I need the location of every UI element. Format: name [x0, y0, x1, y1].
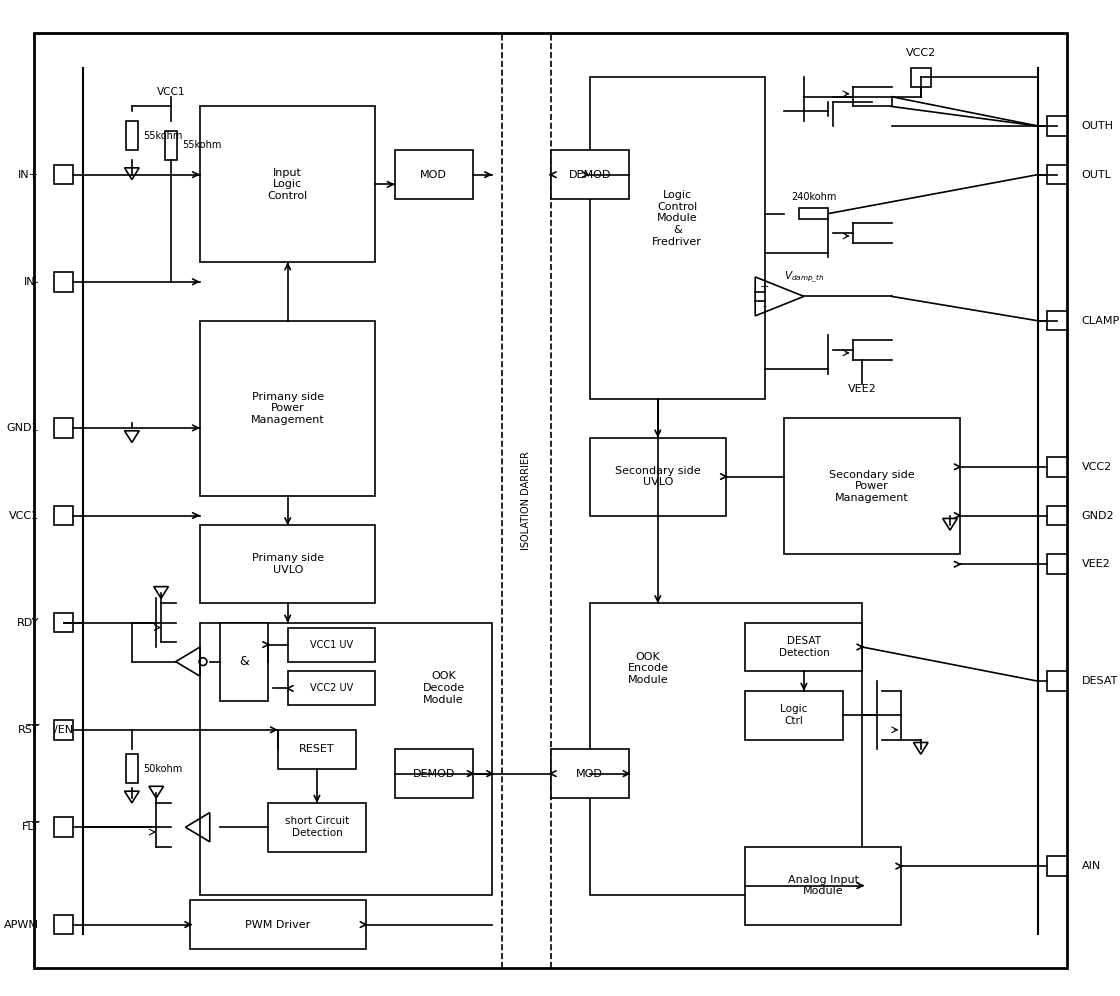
Text: VCC2 UV: VCC2 UV: [310, 683, 353, 693]
Text: Secondary side
Power
Management: Secondary side Power Management: [829, 470, 915, 503]
FancyBboxPatch shape: [54, 272, 74, 292]
Text: VEE2: VEE2: [1082, 559, 1110, 570]
FancyBboxPatch shape: [1047, 311, 1067, 331]
Text: Secondary side
UVLO: Secondary side UVLO: [615, 466, 701, 487]
FancyBboxPatch shape: [54, 613, 74, 632]
Text: MOD: MOD: [420, 169, 447, 179]
FancyBboxPatch shape: [190, 900, 365, 949]
Text: VCC1: VCC1: [9, 511, 39, 521]
Text: OOK
Encode
Module: OOK Encode Module: [627, 652, 669, 685]
Text: 55kohm: 55kohm: [183, 140, 222, 150]
FancyBboxPatch shape: [551, 749, 628, 798]
FancyBboxPatch shape: [589, 604, 862, 895]
Text: OOK
Decode
Module: OOK Decode Module: [422, 671, 465, 704]
Text: DESAT: DESAT: [1082, 676, 1118, 686]
Text: &: &: [239, 655, 249, 668]
FancyBboxPatch shape: [54, 506, 74, 525]
Text: Input
Logic
Control: Input Logic Control: [268, 167, 308, 201]
FancyBboxPatch shape: [200, 622, 492, 895]
Text: 50kohm: 50kohm: [143, 764, 183, 774]
FancyBboxPatch shape: [395, 749, 473, 798]
Text: -: -: [763, 301, 767, 311]
Text: MOD: MOD: [576, 769, 603, 779]
FancyBboxPatch shape: [268, 803, 365, 852]
Text: CLAMP: CLAMP: [1082, 316, 1120, 326]
FancyBboxPatch shape: [54, 418, 74, 437]
Text: ISOLATION DARRIER: ISOLATION DARRIER: [521, 451, 531, 551]
FancyBboxPatch shape: [1047, 857, 1067, 875]
FancyBboxPatch shape: [784, 418, 960, 555]
FancyBboxPatch shape: [746, 622, 862, 671]
FancyBboxPatch shape: [911, 68, 931, 87]
Text: AIN: AIN: [1082, 862, 1101, 872]
Text: VEE2: VEE2: [848, 384, 877, 394]
FancyBboxPatch shape: [1047, 671, 1067, 691]
FancyBboxPatch shape: [127, 754, 138, 784]
FancyBboxPatch shape: [54, 818, 74, 837]
Text: VCC1: VCC1: [157, 87, 185, 97]
Text: RESET: RESET: [299, 744, 335, 754]
Text: 240kohm: 240kohm: [791, 192, 837, 202]
Text: VCC1 UV: VCC1 UV: [310, 639, 353, 649]
Text: Analog Input
Module: Analog Input Module: [787, 874, 859, 896]
Text: GND1: GND1: [7, 423, 39, 433]
FancyBboxPatch shape: [1047, 555, 1067, 574]
FancyBboxPatch shape: [799, 208, 829, 219]
FancyBboxPatch shape: [288, 627, 375, 661]
Text: DEMOD: DEMOD: [412, 769, 455, 779]
Text: $V_{damp\_th}$: $V_{damp\_th}$: [784, 269, 824, 285]
FancyBboxPatch shape: [746, 691, 843, 740]
FancyBboxPatch shape: [502, 34, 551, 968]
FancyBboxPatch shape: [1047, 117, 1067, 135]
FancyBboxPatch shape: [200, 321, 375, 496]
Text: DEMOD: DEMOD: [569, 169, 610, 179]
FancyBboxPatch shape: [551, 150, 628, 199]
Text: short Circuit
Detection: short Circuit Detection: [284, 817, 349, 838]
FancyBboxPatch shape: [589, 78, 765, 398]
Text: RDY: RDY: [17, 618, 39, 627]
FancyBboxPatch shape: [54, 165, 74, 184]
FancyBboxPatch shape: [746, 847, 902, 924]
Text: ___: ___: [25, 813, 39, 823]
Text: VCC2: VCC2: [1082, 462, 1112, 472]
FancyBboxPatch shape: [200, 525, 375, 604]
Text: +: +: [760, 282, 769, 292]
FancyBboxPatch shape: [589, 437, 726, 516]
Text: IN+: IN+: [18, 169, 39, 179]
Text: OUTH: OUTH: [1082, 121, 1113, 130]
Text: 55kohm: 55kohm: [143, 130, 183, 140]
Text: ___: ___: [25, 715, 39, 725]
Text: OUTL: OUTL: [1082, 169, 1111, 179]
FancyBboxPatch shape: [1047, 165, 1067, 184]
FancyBboxPatch shape: [165, 130, 177, 160]
FancyBboxPatch shape: [200, 107, 375, 262]
Text: GND2: GND2: [1082, 511, 1114, 521]
FancyBboxPatch shape: [127, 122, 138, 150]
Text: /EN: /EN: [54, 725, 73, 735]
Text: APWM: APWM: [4, 919, 39, 929]
FancyBboxPatch shape: [278, 730, 356, 769]
Text: PWM Driver: PWM Driver: [245, 919, 310, 929]
FancyBboxPatch shape: [288, 671, 375, 705]
FancyBboxPatch shape: [35, 34, 1067, 968]
FancyBboxPatch shape: [54, 720, 74, 740]
FancyBboxPatch shape: [1047, 506, 1067, 525]
Text: Primany side
UVLO: Primany side UVLO: [252, 554, 324, 575]
Text: Primany side
Power
Management: Primany side Power Management: [251, 391, 325, 425]
FancyBboxPatch shape: [220, 622, 268, 700]
Text: IN-: IN-: [24, 277, 39, 287]
Text: NOVOSENSE: NOVOSENSE: [213, 373, 577, 424]
FancyBboxPatch shape: [54, 915, 74, 934]
Text: RST: RST: [18, 725, 39, 735]
Text: VCC2: VCC2: [906, 48, 936, 58]
Text: FLT: FLT: [21, 823, 39, 833]
Text: Logic
Ctrl: Logic Ctrl: [781, 704, 808, 726]
Text: DESAT
Detection: DESAT Detection: [778, 636, 829, 657]
Text: Logic
Control
Module
&
Fredriver: Logic Control Module & Fredriver: [652, 190, 702, 247]
FancyBboxPatch shape: [395, 150, 473, 199]
FancyBboxPatch shape: [1047, 457, 1067, 476]
